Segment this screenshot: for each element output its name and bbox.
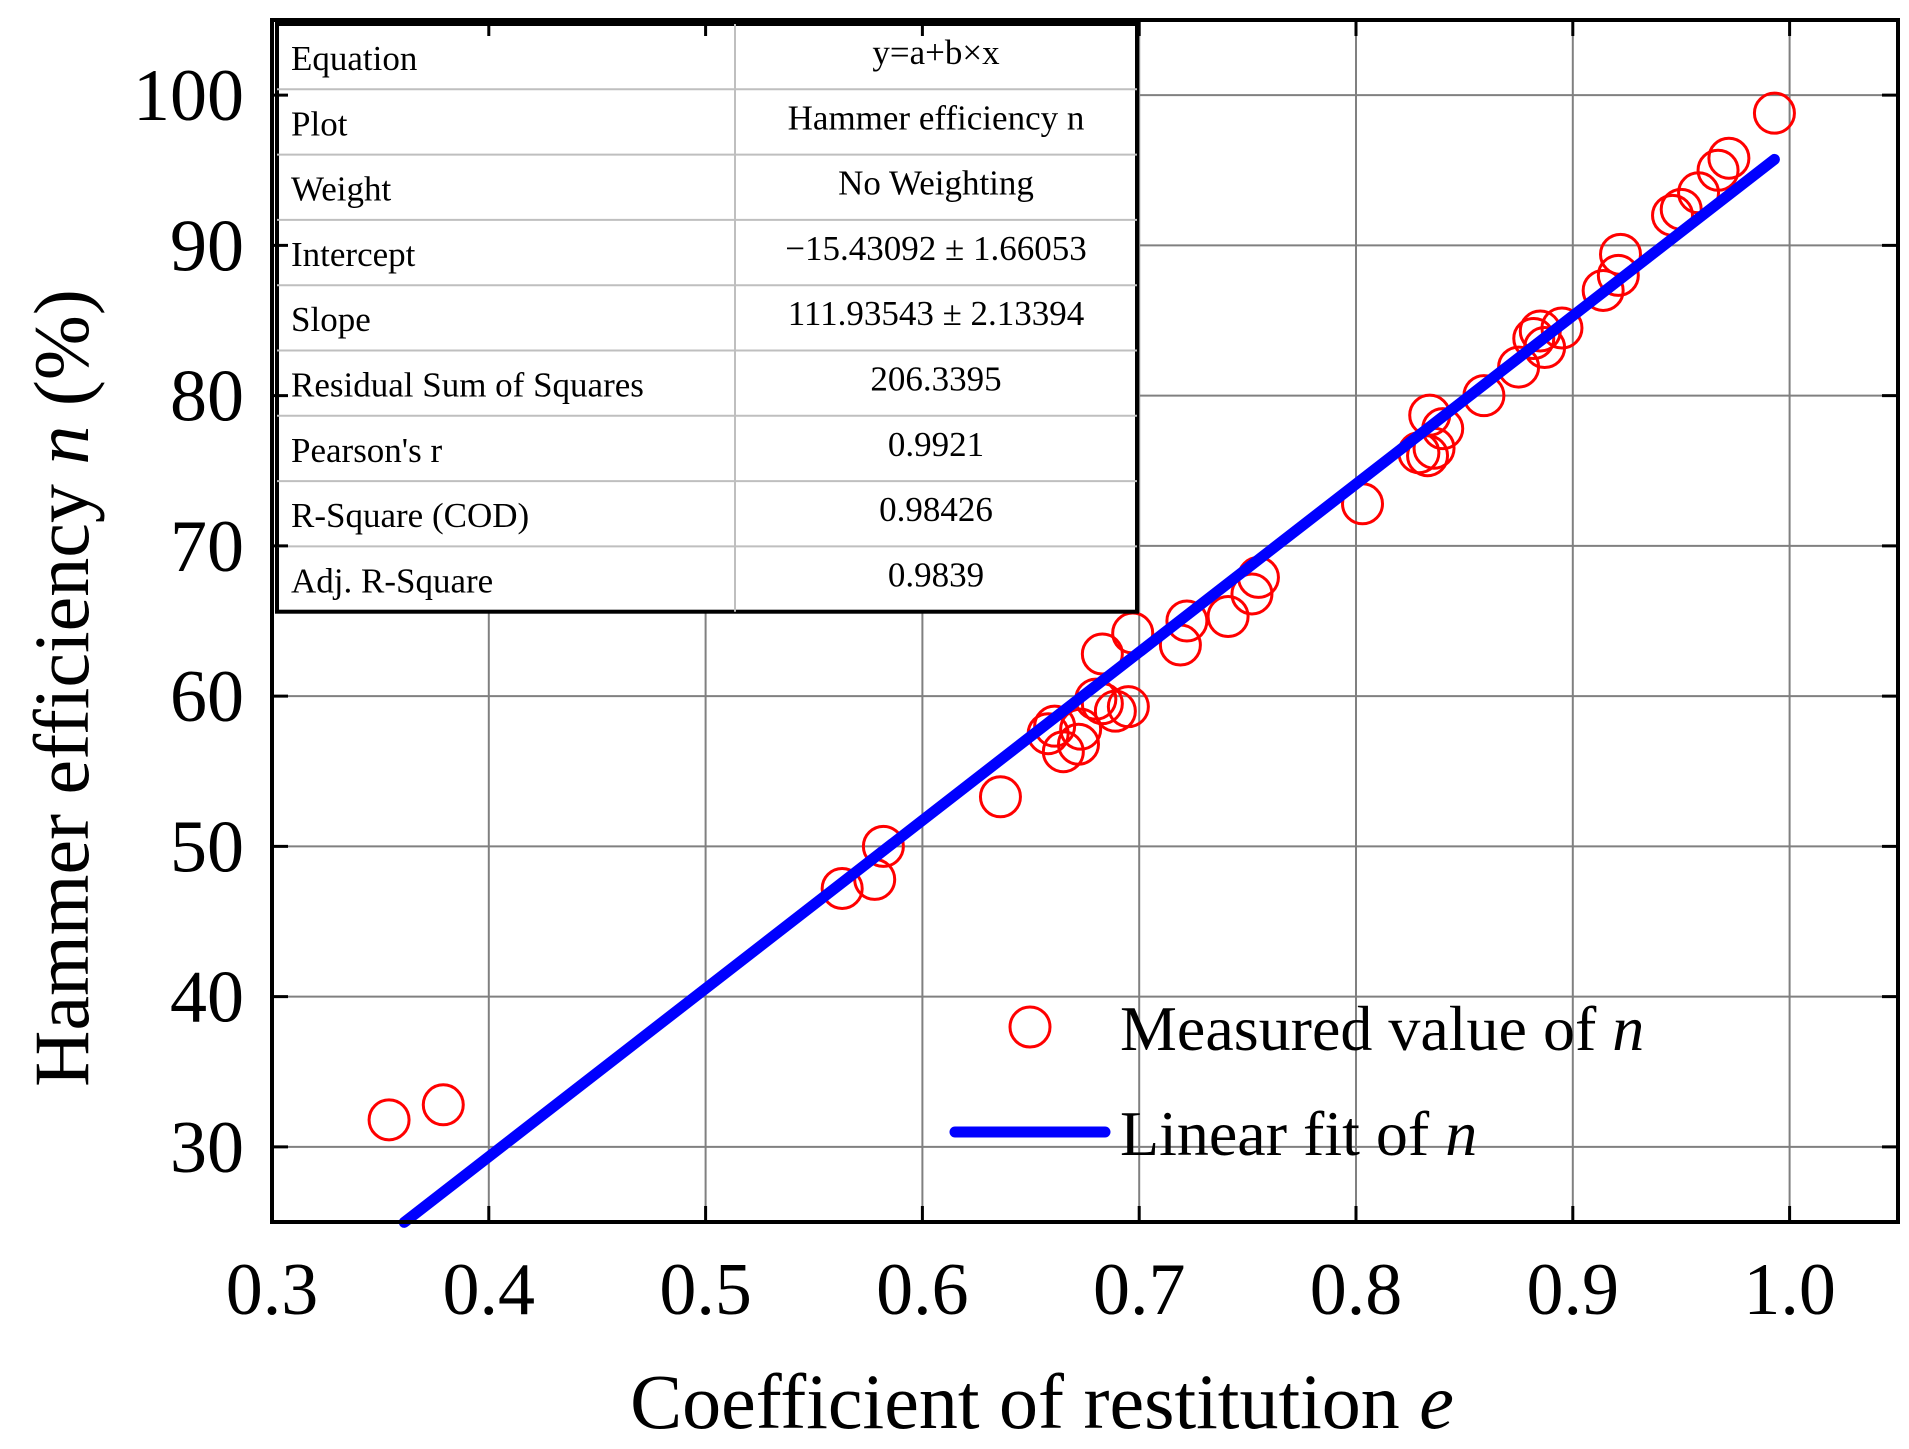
x-tick-label: 1.0 <box>1743 1249 1836 1331</box>
data-point <box>1596 253 1640 297</box>
x-axis-label-text: Coefficient of restitution <box>630 1358 1400 1445</box>
y-axis-label-text: Hammer efficiency <box>18 484 105 1087</box>
y-tick-label: 40 <box>170 957 244 1039</box>
stats-table: Equation y=a+b×x Plot Hammer efficiency n We… <box>275 22 1139 614</box>
data-point <box>421 1083 465 1127</box>
y-axis-label-var: n <box>18 426 105 465</box>
stats-table-key: Equation <box>291 39 417 78</box>
stats-table-key: Pearson's r <box>291 431 442 470</box>
stats-table-key: Slope <box>291 300 371 339</box>
x-tick-label: 0.5 <box>659 1249 752 1331</box>
data-point <box>1752 91 1796 135</box>
stats-table-key: Weight <box>291 170 391 209</box>
data-point <box>978 775 1022 819</box>
x-tick-label: 0.3 <box>226 1249 319 1331</box>
data-point <box>1059 707 1103 751</box>
plot-content <box>367 91 1796 1228</box>
stats-table-value: −15.43092 ± 1.66053 <box>785 229 1086 268</box>
stats-table-value: 206.3395 <box>870 360 1001 399</box>
stats-table-key: R-Square (COD) <box>291 496 529 535</box>
legend: Measured value of n Linear fit of n <box>949 993 1644 1169</box>
plot-frame <box>270 18 1900 1224</box>
x-tick-label: 0.7 <box>1093 1249 1186 1331</box>
stats-table-value: 111.93543 ± 2.13394 <box>788 294 1085 333</box>
x-tick-label: 0.4 <box>443 1249 536 1331</box>
stats-table-value: 0.9921 <box>888 425 984 464</box>
y-tick-label: 70 <box>170 506 244 588</box>
data-point <box>1512 317 1556 361</box>
data-point <box>1106 685 1150 729</box>
y-axis-label-unit: (%) <box>18 289 105 406</box>
x-axis-label-var: e <box>1419 1358 1454 1445</box>
x-axis-label: Coefficient of restitution e <box>630 1358 1454 1445</box>
y-tick-label: 30 <box>170 1107 244 1189</box>
y-tick-labels: 30 40 50 60 70 80 90 100 <box>133 55 244 1189</box>
data-point <box>1581 268 1625 312</box>
legend-label-measured-var: n <box>1612 993 1644 1064</box>
stats-table-key: Plot <box>291 104 348 143</box>
x-tick-label: 0.6 <box>876 1249 969 1331</box>
y-axis-label: Hammer efficiency n (%) <box>18 289 105 1087</box>
y-tick-label: 100 <box>133 55 244 137</box>
stats-table-key: Intercept <box>291 235 416 274</box>
stats-table-value: 0.9839 <box>888 555 984 594</box>
data-point <box>820 866 864 910</box>
stats-table-frame <box>275 22 1139 614</box>
y-tick-label: 60 <box>170 656 244 738</box>
y-tick-label: 80 <box>170 356 244 438</box>
legend-label-measured: Measured value of n <box>1120 993 1644 1064</box>
x-tick-label: 0.8 <box>1310 1249 1403 1331</box>
axis-ticks <box>270 20 1898 1222</box>
legend-label-linear-fit-var: n <box>1445 1098 1477 1169</box>
data-point <box>861 824 905 868</box>
data-point <box>1206 594 1250 638</box>
stats-table-value: 0.98426 <box>879 490 993 529</box>
legend-label-linear-fit-text: Linear fit of <box>1120 1098 1430 1169</box>
stats-table-value: No Weighting <box>838 164 1034 203</box>
legend-marker-measured <box>1008 1005 1052 1049</box>
data-point <box>367 1098 411 1142</box>
data-point <box>1707 136 1751 180</box>
data-point <box>1056 722 1100 766</box>
stats-table-key: Adj. R-Square <box>291 561 493 600</box>
data-point <box>1033 704 1077 748</box>
data-point <box>1540 306 1584 350</box>
linear-fit-line <box>398 153 1780 1228</box>
stats-table-value: Hammer efficiency n <box>788 98 1085 137</box>
stats-table-value: y=a+b×x <box>872 33 1000 72</box>
legend-label-measured-text: Measured value of <box>1120 993 1597 1064</box>
data-point <box>1696 148 1740 192</box>
x-tick-label: 0.9 <box>1527 1249 1620 1331</box>
data-point <box>1165 599 1209 643</box>
legend-label-linear-fit: Linear fit of n <box>1120 1098 1477 1169</box>
y-tick-label: 90 <box>170 205 244 287</box>
stats-table-key: Residual Sum of Squares <box>291 366 644 405</box>
x-tick-labels: 0.3 0.4 0.5 0.6 0.7 0.8 0.9 1.0 <box>226 1249 1836 1331</box>
y-tick-label: 50 <box>170 806 244 888</box>
